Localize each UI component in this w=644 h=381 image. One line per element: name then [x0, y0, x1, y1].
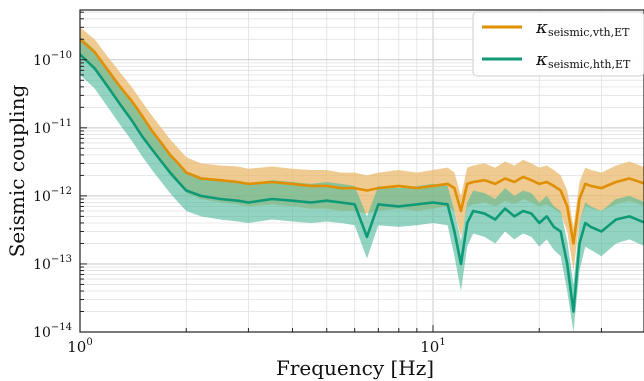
y-tick-exponent: −12 [51, 186, 72, 197]
x-tick-label: 100 [67, 337, 92, 356]
y-tick-label: 10−13 [33, 254, 72, 273]
y-tick-label: 10−11 [33, 118, 72, 137]
y-tick-base: 10 [33, 121, 51, 137]
x-tick-exponent: 1 [439, 337, 445, 348]
y-tick-label: 10−10 [33, 50, 72, 69]
legend-symbol-vth: κ [535, 17, 548, 38]
vth-series-line [80, 37, 644, 245]
y-tick-exponent: −13 [51, 254, 72, 265]
data-layer [80, 27, 644, 332]
y-tick-exponent: −11 [51, 118, 72, 129]
y-tick-base: 10 [33, 257, 51, 273]
legend-symbol-hth: κ [535, 49, 548, 70]
y-tick-label: 10−14 [33, 322, 72, 341]
y-tick-exponent: −14 [51, 322, 72, 333]
x-tick-exponent: 0 [86, 337, 92, 348]
plot-frame [79, 9, 644, 333]
y-tick-base: 10 [33, 53, 51, 69]
legend-subscript-vth: seismic,vth,ET [548, 26, 630, 39]
x-tick-label: 101 [420, 337, 445, 356]
x-axis-label: Frequency [Hz] [276, 356, 434, 380]
legend: κ seismic,vth,ET κ seismic,hth,ET [472, 11, 644, 77]
y-axis-label: Seismic coupling [5, 85, 29, 258]
hth-series-line [80, 53, 644, 313]
hth-confidence-band [80, 36, 644, 332]
y-tick-base: 10 [33, 325, 51, 341]
legend-subscript-hth: seismic,hth,ET [548, 58, 631, 71]
y-tick-base: 10 [33, 189, 51, 205]
x-tick-base: 10 [67, 338, 86, 356]
y-tick-label: 10−12 [33, 186, 72, 205]
y-tick-exponent: −10 [51, 50, 72, 61]
x-tick-base: 10 [420, 338, 439, 356]
